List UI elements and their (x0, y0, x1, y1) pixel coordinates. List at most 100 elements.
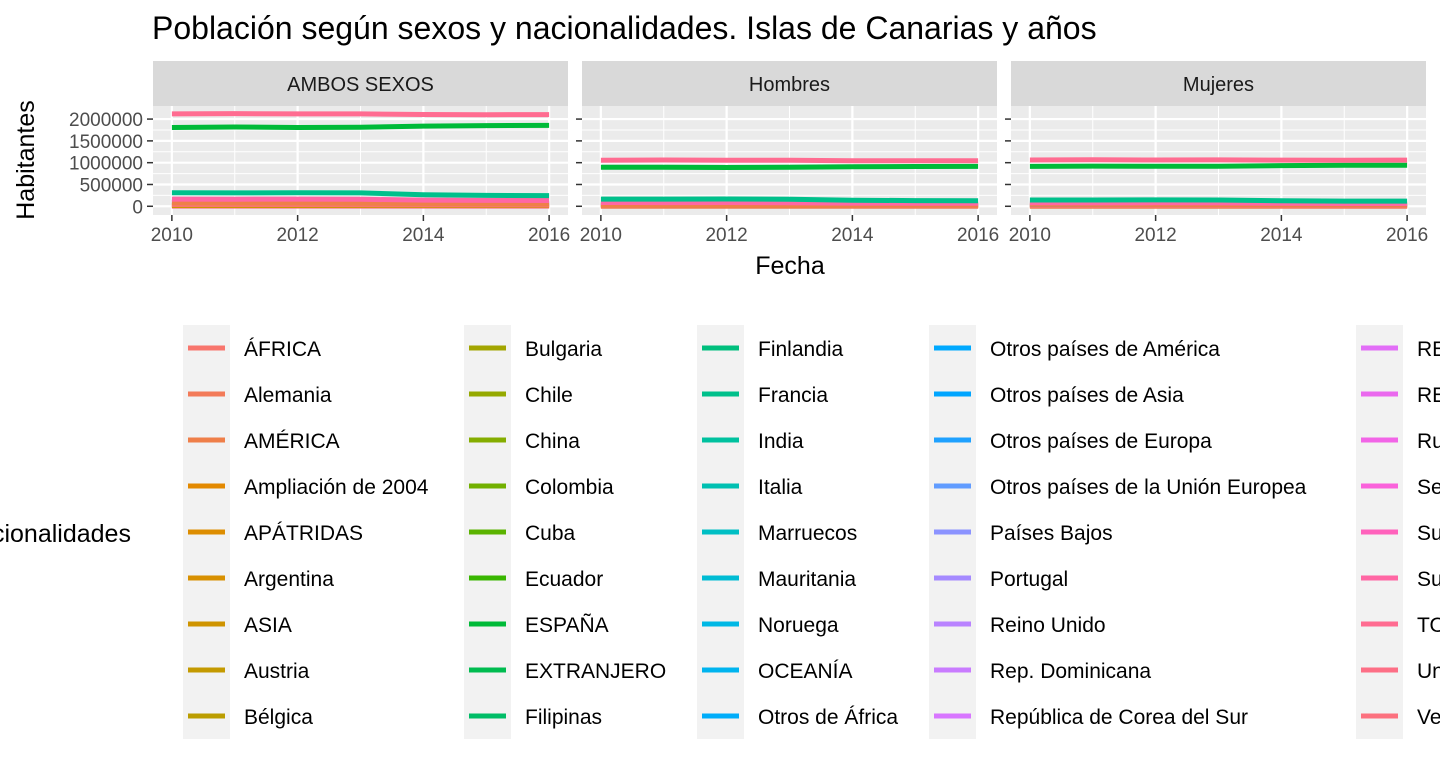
legend-item: Otros países de Asia (934, 384, 1184, 407)
legend-item: Alemania (188, 384, 332, 407)
x-tick-label: 2012 (276, 225, 318, 246)
legend-label: Portugal (990, 568, 1068, 591)
legend-label: Reino Unido (990, 614, 1106, 637)
legend-label: Un (1417, 660, 1440, 683)
legend-label: RE (1417, 384, 1440, 407)
legend-item: AMÉRICA (188, 430, 340, 453)
legend-label: Austria (244, 660, 310, 683)
legend-label: Marruecos (758, 522, 857, 545)
y-tick-label: 2000000 (69, 110, 143, 131)
legend-label: Cuba (525, 522, 576, 545)
chart-title: Población según sexos y nacionalidades. … (152, 10, 1097, 46)
x-tick-label: 2012 (1134, 225, 1176, 246)
legend-item: Bulgaria (469, 338, 602, 361)
legend-label: APÁTRIDAS (244, 522, 363, 545)
legend-label: China (525, 430, 580, 453)
x-tick-label: 2016 (957, 225, 999, 246)
legend-item: Bélgica (188, 706, 313, 729)
series-line (600, 163, 979, 170)
legend-label: Filipinas (525, 706, 602, 729)
y-tick-label: 0 (132, 197, 143, 218)
x-tick-label: 2014 (402, 225, 445, 246)
y-tick-label: 1500000 (69, 132, 143, 153)
legend-item: Ecuador (469, 568, 603, 591)
x-axis-title: Fecha (755, 252, 825, 280)
facet-panels: AMBOS SEXOS 2010 2012 2014 2016 0500000100000… (69, 61, 1428, 246)
legend-label: Otros países de la Unión Europea (990, 476, 1307, 499)
legend-label: Otros de África (758, 706, 898, 729)
legend-label: Países Bajos (990, 522, 1113, 545)
legend-item: Cuba (469, 522, 576, 545)
legend-item: Noruega (702, 614, 839, 637)
legend-label: Bulgaria (525, 338, 602, 361)
legend-item: Chile (469, 384, 573, 407)
legend-label: Ecuador (525, 568, 603, 591)
series-line (600, 157, 979, 164)
legend-label: República de Corea del Sur (990, 706, 1248, 729)
series-line (171, 200, 550, 207)
legend-item: Argentina (188, 568, 334, 591)
legend-item: ESPAÑA (469, 613, 609, 637)
y-tick-label: 500000 (80, 175, 143, 196)
facet-strip (582, 61, 997, 106)
facet-strip-label: Mujeres (1183, 74, 1254, 96)
y-tick-label: 1000000 (69, 154, 143, 175)
legend-item: RE (1361, 338, 1440, 361)
legend-label: Chile (525, 384, 573, 407)
legend-item: Italia (702, 476, 803, 499)
legend-item: OCEANÍA (702, 660, 853, 683)
legend-label: Francia (758, 384, 828, 407)
legend-label: Bélgica (244, 706, 313, 729)
facet-strip-label: AMBOS SEXOS (287, 74, 434, 96)
legend-item: Un (1361, 660, 1440, 683)
series-line (600, 196, 979, 204)
legend: ÁFRICA Alemania AMÉRICA Ampliación de 2004 A… (183, 325, 1440, 739)
legend-label: AMÉRICA (244, 430, 340, 453)
legend-label: ESPAÑA (525, 613, 609, 637)
legend-label: Rep. Dominicana (990, 660, 1151, 683)
x-tick-label: 2012 (705, 225, 747, 246)
legend-item: Otros de África (702, 706, 898, 729)
legend-label: Ampliación de 2004 (244, 476, 429, 499)
series-line (1029, 197, 1408, 204)
legend-item: Reino Unido (934, 614, 1106, 637)
facet-strip (153, 61, 568, 106)
legend-label: OCEANÍA (758, 660, 853, 683)
legend-label: India (758, 430, 804, 453)
facet-panel-0: AMBOS SEXOS 2010 2012 2014 2016 0500000100000… (69, 61, 570, 246)
legend-label: Ru (1417, 430, 1440, 453)
x-tick-label: 2016 (528, 225, 570, 246)
legend-title: Nacionalidades (0, 520, 131, 548)
legend-item: Rep. Dominicana (934, 660, 1151, 683)
legend-label: EXTRANJERO (525, 660, 666, 683)
legend-item: India (702, 430, 804, 453)
legend-item: Otros países de Europa (934, 430, 1212, 453)
legend-item: Marruecos (702, 522, 857, 545)
legend-item: Otros países de la Unión Europea (934, 476, 1307, 499)
legend-item: ASIA (188, 614, 292, 637)
legend-label: Argentina (244, 568, 334, 591)
legend-label: Italia (758, 476, 803, 499)
legend-item: Filipinas (469, 706, 602, 729)
legend-item: Su (1361, 522, 1440, 545)
legend-item: China (469, 430, 580, 453)
facet-panel-1: Hombres 2010 2012 2014 2016 (576, 61, 999, 246)
x-tick-label: 2010 (580, 225, 622, 246)
x-tick-label: 2014 (1260, 225, 1303, 246)
legend-label: ASIA (244, 614, 292, 637)
legend-item: APÁTRIDAS (188, 522, 363, 545)
legend-item: Ru (1361, 430, 1440, 453)
legend-item: Ve (1361, 706, 1440, 729)
legend-item: Otros países de América (934, 338, 1220, 361)
legend-item: TO (1361, 614, 1440, 637)
x-tick-label: 2010 (1009, 225, 1051, 246)
legend-label: Noruega (758, 614, 839, 637)
legend-label: Alemania (244, 384, 332, 407)
legend-item: Países Bajos (934, 522, 1113, 545)
legend-item: ÁFRICA (188, 338, 321, 361)
legend-label: Mauritania (758, 568, 856, 591)
legend-item: Finlandia (702, 338, 844, 361)
legend-item: Portugal (934, 568, 1068, 591)
legend-label: Su (1417, 522, 1440, 545)
series-line (171, 122, 550, 130)
